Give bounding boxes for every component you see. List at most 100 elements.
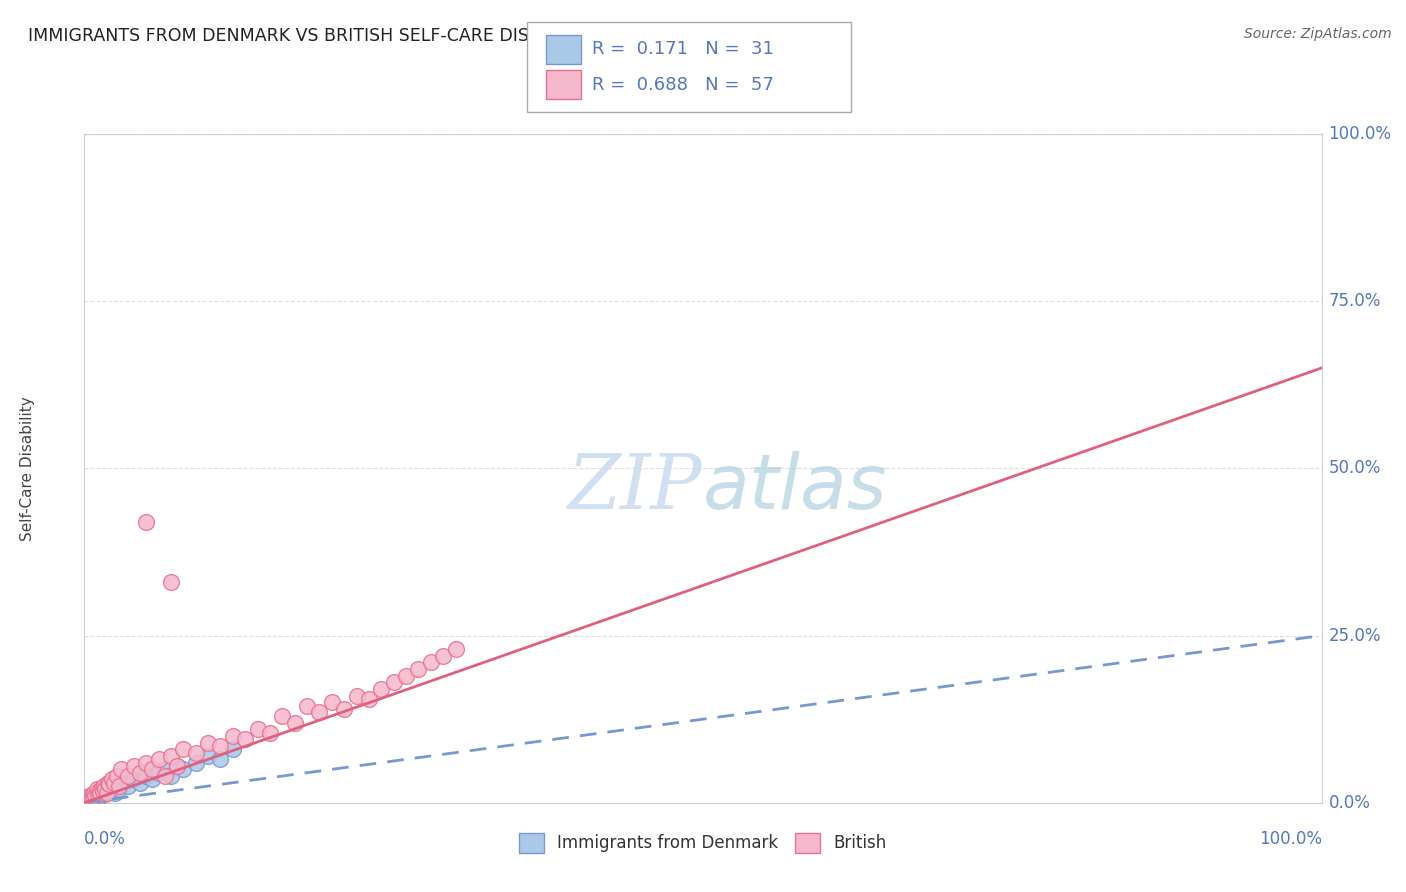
Point bbox=[80, 788, 103, 802]
Point bbox=[184, 756, 207, 770]
Point bbox=[259, 725, 281, 739]
Text: 0.0%: 0.0% bbox=[1329, 794, 1371, 812]
Point bbox=[419, 655, 441, 669]
Text: 0.0%: 0.0% bbox=[84, 830, 127, 847]
Point bbox=[79, 792, 101, 806]
Point bbox=[271, 708, 294, 723]
Point bbox=[100, 772, 122, 787]
Point bbox=[444, 642, 467, 657]
Point bbox=[135, 756, 157, 770]
Point bbox=[135, 515, 157, 529]
Point bbox=[96, 786, 118, 800]
Point bbox=[98, 784, 121, 797]
Point bbox=[83, 786, 105, 800]
Point bbox=[94, 787, 117, 801]
Point bbox=[104, 786, 127, 800]
Point bbox=[141, 762, 163, 776]
Text: ZIP: ZIP bbox=[568, 451, 703, 525]
Point bbox=[79, 789, 101, 803]
Point bbox=[87, 790, 110, 805]
Point bbox=[77, 790, 100, 805]
Point bbox=[117, 769, 139, 783]
Point bbox=[129, 765, 152, 780]
Point bbox=[184, 746, 207, 760]
Point bbox=[94, 782, 117, 797]
Point bbox=[321, 696, 343, 710]
Legend: Immigrants from Denmark, British: Immigrants from Denmark, British bbox=[510, 824, 896, 862]
Point bbox=[100, 779, 122, 793]
Point bbox=[209, 739, 232, 753]
Point bbox=[76, 792, 98, 806]
Point bbox=[122, 759, 145, 773]
Point bbox=[166, 759, 188, 773]
Point bbox=[90, 781, 112, 796]
Text: 25.0%: 25.0% bbox=[1329, 626, 1381, 645]
Point bbox=[160, 575, 183, 590]
Point bbox=[160, 749, 183, 764]
Point bbox=[110, 762, 132, 776]
Point bbox=[284, 715, 307, 730]
Point bbox=[172, 742, 194, 756]
Point bbox=[308, 706, 330, 720]
Point bbox=[76, 794, 98, 808]
Point bbox=[295, 698, 318, 713]
Point bbox=[80, 793, 103, 807]
Point bbox=[333, 702, 356, 716]
Point bbox=[197, 735, 219, 749]
Point bbox=[75, 792, 97, 806]
Point bbox=[357, 692, 380, 706]
Point bbox=[153, 762, 176, 776]
Point bbox=[135, 769, 157, 783]
Point bbox=[246, 723, 269, 737]
Text: Self-Care Disability: Self-Care Disability bbox=[20, 396, 35, 541]
Point bbox=[93, 779, 115, 793]
Point bbox=[197, 749, 219, 764]
Point bbox=[153, 769, 176, 783]
Text: 75.0%: 75.0% bbox=[1329, 292, 1381, 310]
Point bbox=[148, 752, 170, 766]
Point bbox=[166, 759, 188, 773]
Text: Source: ZipAtlas.com: Source: ZipAtlas.com bbox=[1244, 27, 1392, 41]
Text: R =  0.688   N =  57: R = 0.688 N = 57 bbox=[592, 76, 773, 94]
Point bbox=[79, 789, 101, 803]
Text: 50.0%: 50.0% bbox=[1329, 459, 1381, 477]
Text: 100.0%: 100.0% bbox=[1329, 125, 1392, 143]
Point bbox=[129, 775, 152, 790]
Point bbox=[108, 779, 131, 793]
Point bbox=[75, 794, 97, 808]
Point bbox=[82, 788, 104, 802]
Point bbox=[222, 742, 245, 756]
Point bbox=[395, 669, 418, 683]
Point bbox=[222, 729, 245, 743]
Point bbox=[370, 681, 392, 696]
Point bbox=[89, 786, 111, 800]
Point bbox=[98, 777, 121, 791]
Text: 100.0%: 100.0% bbox=[1258, 830, 1322, 847]
Point bbox=[233, 732, 256, 747]
Point bbox=[89, 789, 111, 803]
Point bbox=[141, 772, 163, 787]
Point bbox=[83, 792, 105, 806]
Point bbox=[91, 782, 114, 797]
Text: atlas: atlas bbox=[703, 451, 887, 525]
Point bbox=[382, 675, 405, 690]
Point bbox=[408, 662, 430, 676]
Point bbox=[110, 775, 132, 790]
Point bbox=[97, 775, 120, 790]
Point bbox=[346, 689, 368, 703]
Point bbox=[86, 782, 108, 797]
Point bbox=[117, 779, 139, 793]
Point bbox=[89, 784, 111, 797]
Point bbox=[148, 765, 170, 780]
Point bbox=[122, 772, 145, 787]
Point bbox=[103, 775, 125, 790]
Point bbox=[172, 762, 194, 776]
Text: IMMIGRANTS FROM DENMARK VS BRITISH SELF-CARE DISABILITY CORRELATION CHART: IMMIGRANTS FROM DENMARK VS BRITISH SELF-… bbox=[28, 27, 789, 45]
Point bbox=[432, 648, 454, 663]
Point bbox=[160, 769, 183, 783]
Point bbox=[209, 752, 232, 766]
Point bbox=[84, 789, 107, 803]
Point bbox=[87, 787, 110, 801]
Point bbox=[82, 790, 104, 805]
Point bbox=[105, 769, 128, 783]
